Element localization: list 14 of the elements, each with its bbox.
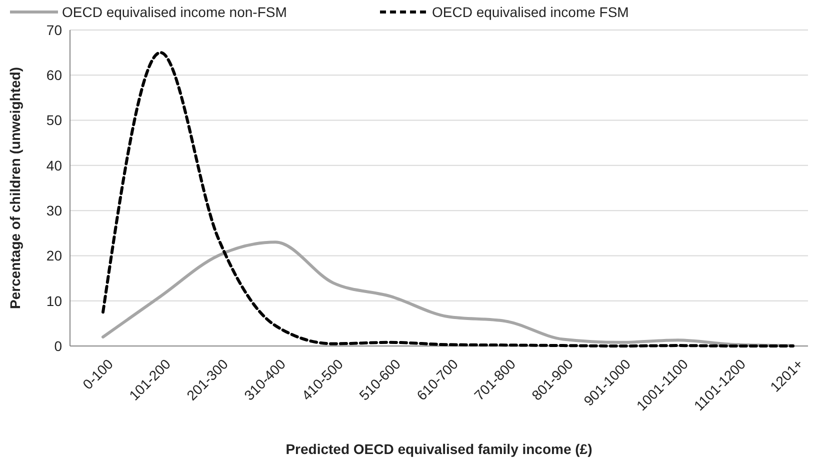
x-axis-title: Predicted OECD equivalised family income (£) — [286, 441, 592, 457]
legend-label: OECD equivalised income FSM — [432, 4, 629, 20]
y-tick-label: 10 — [46, 292, 62, 309]
line-series — [102, 240, 794, 348]
y-tick-label: 30 — [46, 202, 62, 218]
y-tick-label: 50 — [46, 112, 62, 128]
y-tick-label: 0 — [54, 338, 62, 354]
y-tick-label: 40 — [46, 157, 62, 174]
y-tick-label: 60 — [46, 67, 62, 84]
y-axis-title: Percentage of children (unweighted) — [7, 67, 23, 309]
y-tick-label: 70 — [46, 22, 62, 38]
legend-label: OECD equivalised income non-FSM — [62, 4, 287, 20]
y-tick-label: 20 — [46, 248, 62, 264]
line-series — [102, 51, 794, 348]
